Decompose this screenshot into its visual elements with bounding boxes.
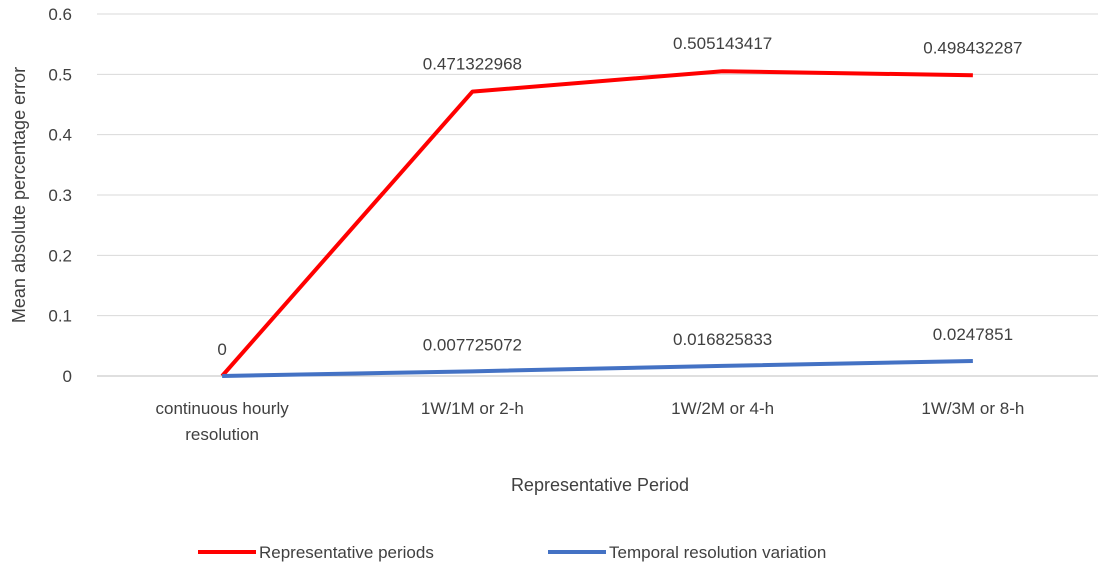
data-label: 0.0247851 (933, 325, 1013, 344)
legend-label: Representative periods (259, 543, 434, 562)
x-tick-label: 1W/2M or 4-h (671, 399, 774, 418)
x-axis-ticks: continuous hourly resolution 1W/1M or 2-h 1… (155, 399, 1024, 444)
y-tick-label: 0.3 (48, 186, 72, 205)
y-tick-label: 0.1 (48, 307, 72, 326)
x-tick-label-line: 1W/2M or 4-h (671, 399, 774, 418)
data-label: 0.505143417 (673, 34, 772, 53)
x-tick-label-line: 1W/1M or 2-h (421, 399, 524, 418)
series-line-1 (222, 359, 973, 378)
data-label: 0.498432287 (923, 38, 1022, 57)
y-tick-label: 0.5 (48, 65, 72, 84)
legend-item-temporal-resolution-variation: Temporal resolution variation (548, 543, 826, 562)
data-label: 0 (217, 340, 226, 359)
x-tick-label: continuous hourly resolution (155, 399, 289, 444)
x-tick-label-line: continuous hourly (155, 399, 289, 418)
data-label: 0.016825833 (673, 330, 772, 349)
y-tick-label: 0 (63, 367, 72, 386)
gridlines (97, 13, 1098, 377)
series-lines (220, 69, 973, 378)
y-axis-title: Mean absolute percentage error (9, 67, 29, 323)
series-line-0 (220, 69, 973, 378)
legend-item-representative-periods: Representative periods (198, 543, 434, 562)
y-tick-label: 0.2 (48, 246, 72, 265)
x-tick-label-line: 1W/3M or 8-h (921, 399, 1024, 418)
y-axis-ticks: 0 0.1 0.2 0.3 0.4 0.5 0.6 (48, 5, 72, 386)
data-labels: 0.471322968 0.505143417 0.498432287 0 0.0077… (217, 34, 1022, 359)
x-tick-label: 1W/3M or 8-h (921, 399, 1024, 418)
x-tick-label-line: resolution (185, 425, 259, 444)
y-tick-label: 0.6 (48, 5, 72, 24)
data-label: 0.471322968 (423, 55, 522, 74)
legend: Representative periods Temporal resoluti… (198, 543, 826, 562)
y-tick-label: 0.4 (48, 126, 72, 145)
data-label: 0.007725072 (423, 335, 522, 354)
x-axis-title: Representative Period (511, 475, 689, 495)
legend-label: Temporal resolution variation (609, 543, 826, 562)
x-tick-label: 1W/1M or 2-h (421, 399, 524, 418)
